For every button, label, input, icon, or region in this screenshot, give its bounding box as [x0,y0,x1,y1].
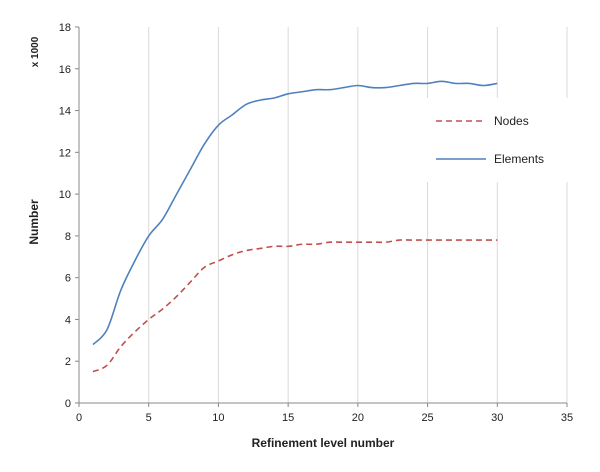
y-tick-label: 10 [59,189,71,201]
y-axis-ticks: 0 2 4 6 8 10 12 14 16 18 [59,22,79,410]
y-tick-label: 4 [65,314,71,326]
y-tick-label: 2 [65,356,71,368]
chart-axes [78,27,567,404]
series-lines [92,80,498,373]
y-tick-label: 8 [65,231,71,243]
x-tick-label: 25 [421,412,433,424]
y-axis-title: Number [27,199,41,245]
y-tick-label: 6 [65,273,71,285]
series-line-nodes [92,239,498,373]
x-axis-ticks: 0 5 10 15 20 25 30 35 [76,403,573,424]
y-axis-scale-note: x 1000 [30,36,41,67]
x-tick-label: 20 [352,412,364,424]
x-axis-title: Refinement level number [252,436,395,450]
x-tick-label: 10 [212,412,224,424]
x-tick-label: 0 [76,412,82,424]
vertical-gridlines [148,27,568,403]
y-tick-label: 0 [65,398,71,410]
legend-label-nodes: Nodes [494,114,529,128]
x-tick-label: 15 [282,412,294,424]
y-tick-label: 12 [59,147,71,159]
y-tick-label: 14 [59,106,71,118]
legend: Nodes Elements [418,98,568,182]
x-tick-label: 5 [146,412,152,424]
legend-label-elements: Elements [494,152,544,166]
series-line-elements [92,80,498,346]
x-tick-label: 30 [491,412,503,424]
x-tick-label: 35 [561,412,573,424]
y-tick-label: 16 [59,64,71,76]
legend-box [418,98,568,182]
y-tick-label: 18 [59,22,71,34]
